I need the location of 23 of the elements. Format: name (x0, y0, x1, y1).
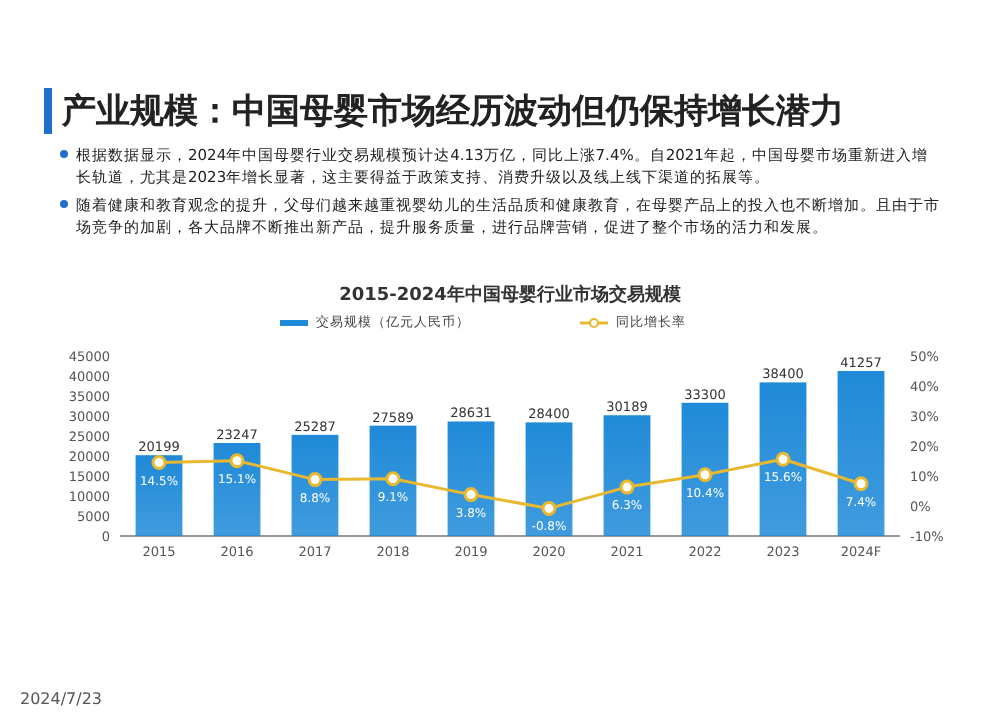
point (463, 487, 479, 503)
point (151, 455, 167, 470)
bar (135, 455, 183, 536)
subtitle: 2015-2024年中国母婴行业市场交易规模 (339, 286, 681, 306)
bar (213, 443, 261, 536)
bar (369, 425, 417, 536)
bar (759, 382, 807, 536)
bar (447, 421, 495, 536)
bar (525, 422, 573, 536)
bar (681, 402, 729, 536)
title: 产业规模：中国母婴市场经历波动但仍保持增长潜力 (44, 88, 844, 134)
bar (603, 415, 651, 536)
point (385, 471, 401, 487)
point (775, 451, 791, 467)
bar (837, 370, 885, 536)
annotation: 2024/7/23 (20, 690, 103, 708)
point (619, 479, 635, 495)
point (697, 467, 713, 483)
point (541, 500, 557, 516)
bar (291, 434, 339, 536)
point (229, 453, 245, 469)
point (307, 472, 323, 488)
point (853, 476, 869, 492)
